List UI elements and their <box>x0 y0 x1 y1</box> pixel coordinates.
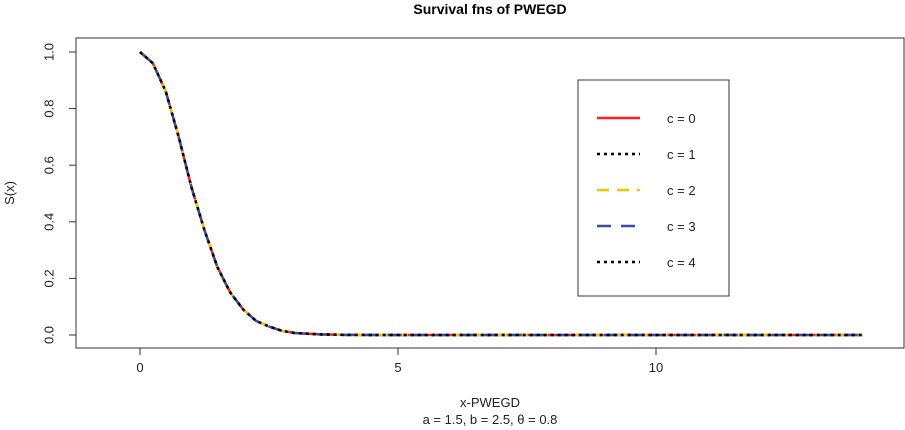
series-lines <box>139 51 863 337</box>
legend-label: c = 2 <box>667 183 696 198</box>
series-line-c2 <box>139 51 863 337</box>
y-axis-label: S(x) <box>2 181 17 205</box>
x-tick-label: 0 <box>136 360 143 375</box>
series-line-c3 <box>139 51 863 337</box>
y-tick-label: 0.2 <box>41 269 56 287</box>
y-tick-label: 1.0 <box>41 43 56 61</box>
legend-label: c = 4 <box>667 255 696 270</box>
y-tick-label: 0.0 <box>41 326 56 344</box>
chart-subtitle: a = 1.5, b = 2.5, θ = 0.8 <box>423 412 558 427</box>
x-axis-label: x-PWEGD <box>460 395 520 410</box>
legend-label: c = 1 <box>667 147 696 162</box>
axes: 0 5 10 0.0 0.2 0.4 0.6 0.8 1.0 <box>41 43 663 375</box>
legend-label: c = 0 <box>667 111 696 126</box>
legend-box <box>577 79 730 297</box>
series-line-c0 <box>139 51 863 337</box>
x-tick-label: 5 <box>394 360 401 375</box>
series-line-c4 <box>139 51 863 337</box>
series-line-c1 <box>139 51 863 337</box>
x-tick-label: 10 <box>649 360 663 375</box>
legend-label: c = 3 <box>667 219 696 234</box>
plot-frame <box>75 37 905 349</box>
chart-title: Survival fns of PWEGD <box>413 1 566 17</box>
legend: c = 0 c = 1 c = 2 c = 3 c = 4 <box>577 79 730 297</box>
y-tick-label: 0.8 <box>41 100 56 118</box>
y-tick-label: 0.6 <box>41 156 56 174</box>
y-tick-label: 0.4 <box>41 213 56 231</box>
